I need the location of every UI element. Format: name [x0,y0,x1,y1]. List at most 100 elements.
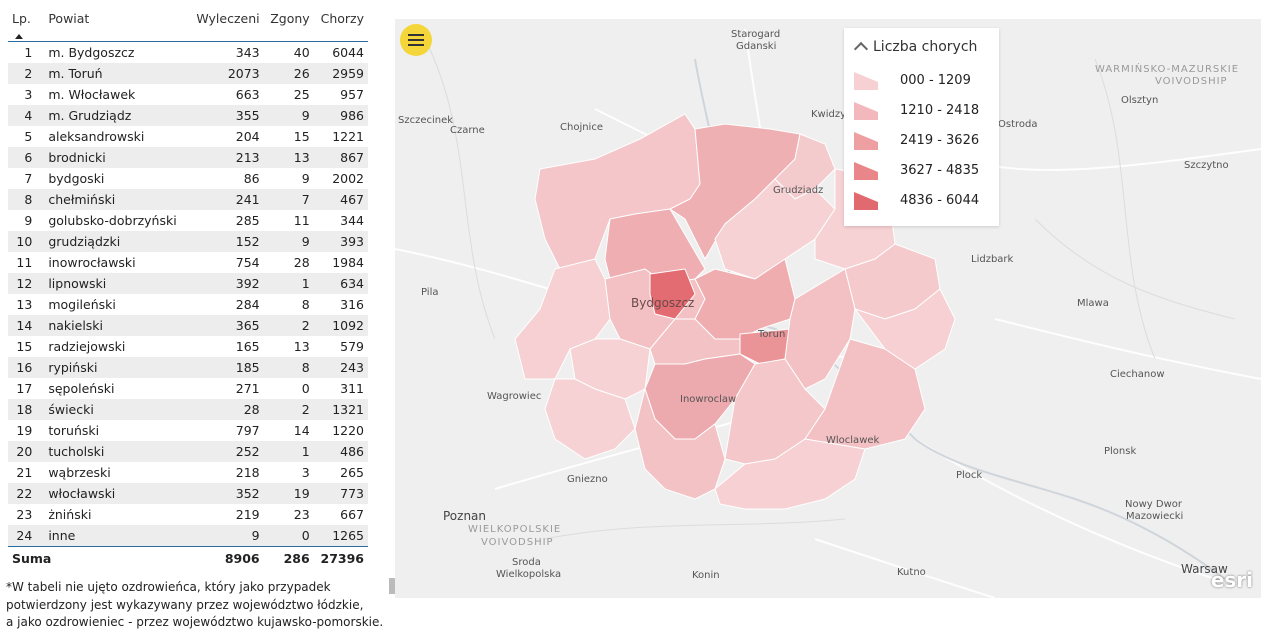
region-label: VOIVODSHIP [481,537,554,548]
cell-wyleczeni: 152 [188,231,264,252]
cell-wyleczeni: 2073 [188,63,264,84]
table-row[interactable]: 13 mogileński 284 8 316 [8,294,368,315]
cell-powiat: grudziądzki [36,231,189,252]
table-row[interactable]: 3 m. Włocławek 663 25 957 [8,84,368,105]
footnote: *W tabeli nie ujęto ozdrowieńca, który j… [6,579,383,632]
table-row[interactable]: 2 m. Toruń 2073 26 2959 [8,63,368,84]
cell-chorzy: 265 [313,462,368,483]
cell-powiat: chełmiński [36,189,189,210]
scrollbar-thumb[interactable] [389,578,397,594]
table-row[interactable]: 1 m. Bydgoszcz 343 40 6044 [8,41,368,63]
esri-logo: esri [1210,568,1253,592]
map-label: Szczytno [1184,160,1229,171]
cell-wyleczeni: 165 [188,336,264,357]
table-row[interactable]: 8 chełmiński 241 7 467 [8,189,368,210]
table-row[interactable]: 20 tucholski 252 1 486 [8,441,368,462]
map-label: Ciechanow [1110,369,1165,380]
cell-lp: 20 [8,441,37,462]
cell-lp: 22 [8,483,37,504]
cell-powiat: toruński [36,420,189,441]
cell-lp: 4 [8,105,37,126]
cell-chorzy: 311 [313,378,368,399]
cell-wyleczeni: 285 [188,210,264,231]
cell-zgony: 9 [263,231,314,252]
table-row[interactable]: 11 inowrocławski 754 28 1984 [8,252,368,273]
cell-chorzy: 773 [313,483,368,504]
map-view[interactable]: Starogard Gdanski WARMIŃSKO-MAZURSKIE VO… [395,19,1261,598]
cell-lp: 12 [8,273,37,294]
cell-powiat: rypiński [36,357,189,378]
map-label: Wagrowiec [487,391,542,402]
cell-zgony: 1 [263,273,314,294]
collapse-chevron-icon[interactable] [853,41,869,57]
cell-lp: 21 [8,462,37,483]
region-label: VOIVODSHIP [1155,76,1228,87]
cell-chorzy: 634 [313,273,368,294]
cell-powiat: żniński [36,504,189,525]
cell-lp: 16 [8,357,37,378]
cell-lp: 5 [8,126,37,147]
cell-chorzy: 1220 [313,420,368,441]
header-lp[interactable]: Lp. [8,8,37,42]
total-wyleczeni: 8906 [224,550,260,566]
header-powiat[interactable]: Powiat [36,8,189,42]
table-row[interactable]: 24 inne 9 0 1265 [8,525,368,547]
cell-chorzy: 1221 [313,126,368,147]
legend-swatch [854,132,878,150]
table-row[interactable]: 21 wąbrzeski 218 3 265 [8,462,368,483]
map-label: Wielkopolska [496,569,562,580]
cell-zgony: 13 [263,147,314,168]
cell-powiat: sępoleński [36,378,189,399]
map-label: Czarne [450,125,485,136]
map-label: Pila [421,287,439,298]
cell-lp: 11 [8,252,37,273]
map-label: Nowy Dwor [1125,499,1182,510]
cell-zgony: 14 [263,420,314,441]
map-label: Chojnice [560,122,603,133]
table-row[interactable]: 23 żniński 219 23 667 [8,504,368,525]
cell-zgony: 7 [263,189,314,210]
cell-lp: 8 [8,189,37,210]
map-label: Ostroda [998,119,1038,130]
map-label: Wloclawek [826,435,880,446]
table-row[interactable]: 4 m. Grudziądz 355 9 986 [8,105,368,126]
table-row[interactable]: 14 nakielski 365 2 1092 [8,315,368,336]
table-row[interactable]: 7 bydgoski 86 9 2002 [8,168,368,189]
legend-label: 3627 - 4835 [900,163,980,178]
table-row[interactable]: 16 rypiński 185 8 243 [8,357,368,378]
table-row[interactable]: 19 toruński 797 14 1220 [8,420,368,441]
cell-wyleczeni: 28 [188,399,264,420]
table-row[interactable]: 22 włocławski 352 19 773 [8,483,368,504]
cell-powiat: radziejowski [36,336,189,357]
cell-powiat: inne [36,525,189,547]
cell-powiat: bydgoski [36,168,189,189]
table-row[interactable]: 12 lipnowski 392 1 634 [8,273,368,294]
header-zgony[interactable]: Zgony [263,8,314,42]
map-label: Torun [758,329,786,340]
table-row[interactable]: 18 świecki 28 2 1321 [8,399,368,420]
table-row[interactable]: 5 aleksandrowski 204 15 1221 [8,126,368,147]
region-label: WIELKOPOLSKIE [468,524,562,535]
cell-zgony: 8 [263,294,314,315]
cell-wyleczeni: 9 [188,525,264,547]
table-row[interactable]: 10 grudziądzki 152 9 393 [8,231,368,252]
cell-chorzy: 2959 [313,63,368,84]
table-row[interactable]: 15 radziejowski 165 13 579 [8,336,368,357]
menu-line [408,44,424,46]
cell-zgony: 15 [263,126,314,147]
table-row[interactable]: 17 sępoleński 271 0 311 [8,378,368,399]
table-row[interactable]: 6 brodnicki 213 13 867 [8,147,368,168]
map-label: Lidzbark [971,254,1014,265]
cell-lp: 19 [8,420,37,441]
header-chorzy[interactable]: Chorzy [313,8,368,42]
cell-wyleczeni: 213 [188,147,264,168]
header-wyleczeni[interactable]: Wyleczeni [188,8,264,42]
table-row[interactable]: 9 golubsko-dobrzyński 285 11 344 [8,210,368,231]
menu-button[interactable] [400,24,432,56]
cell-zgony: 13 [263,336,314,357]
map-label: Plonsk [1104,446,1137,457]
cell-lp: 7 [8,168,37,189]
cell-wyleczeni: 797 [188,420,264,441]
cell-wyleczeni: 754 [188,252,264,273]
cell-chorzy: 393 [313,231,368,252]
